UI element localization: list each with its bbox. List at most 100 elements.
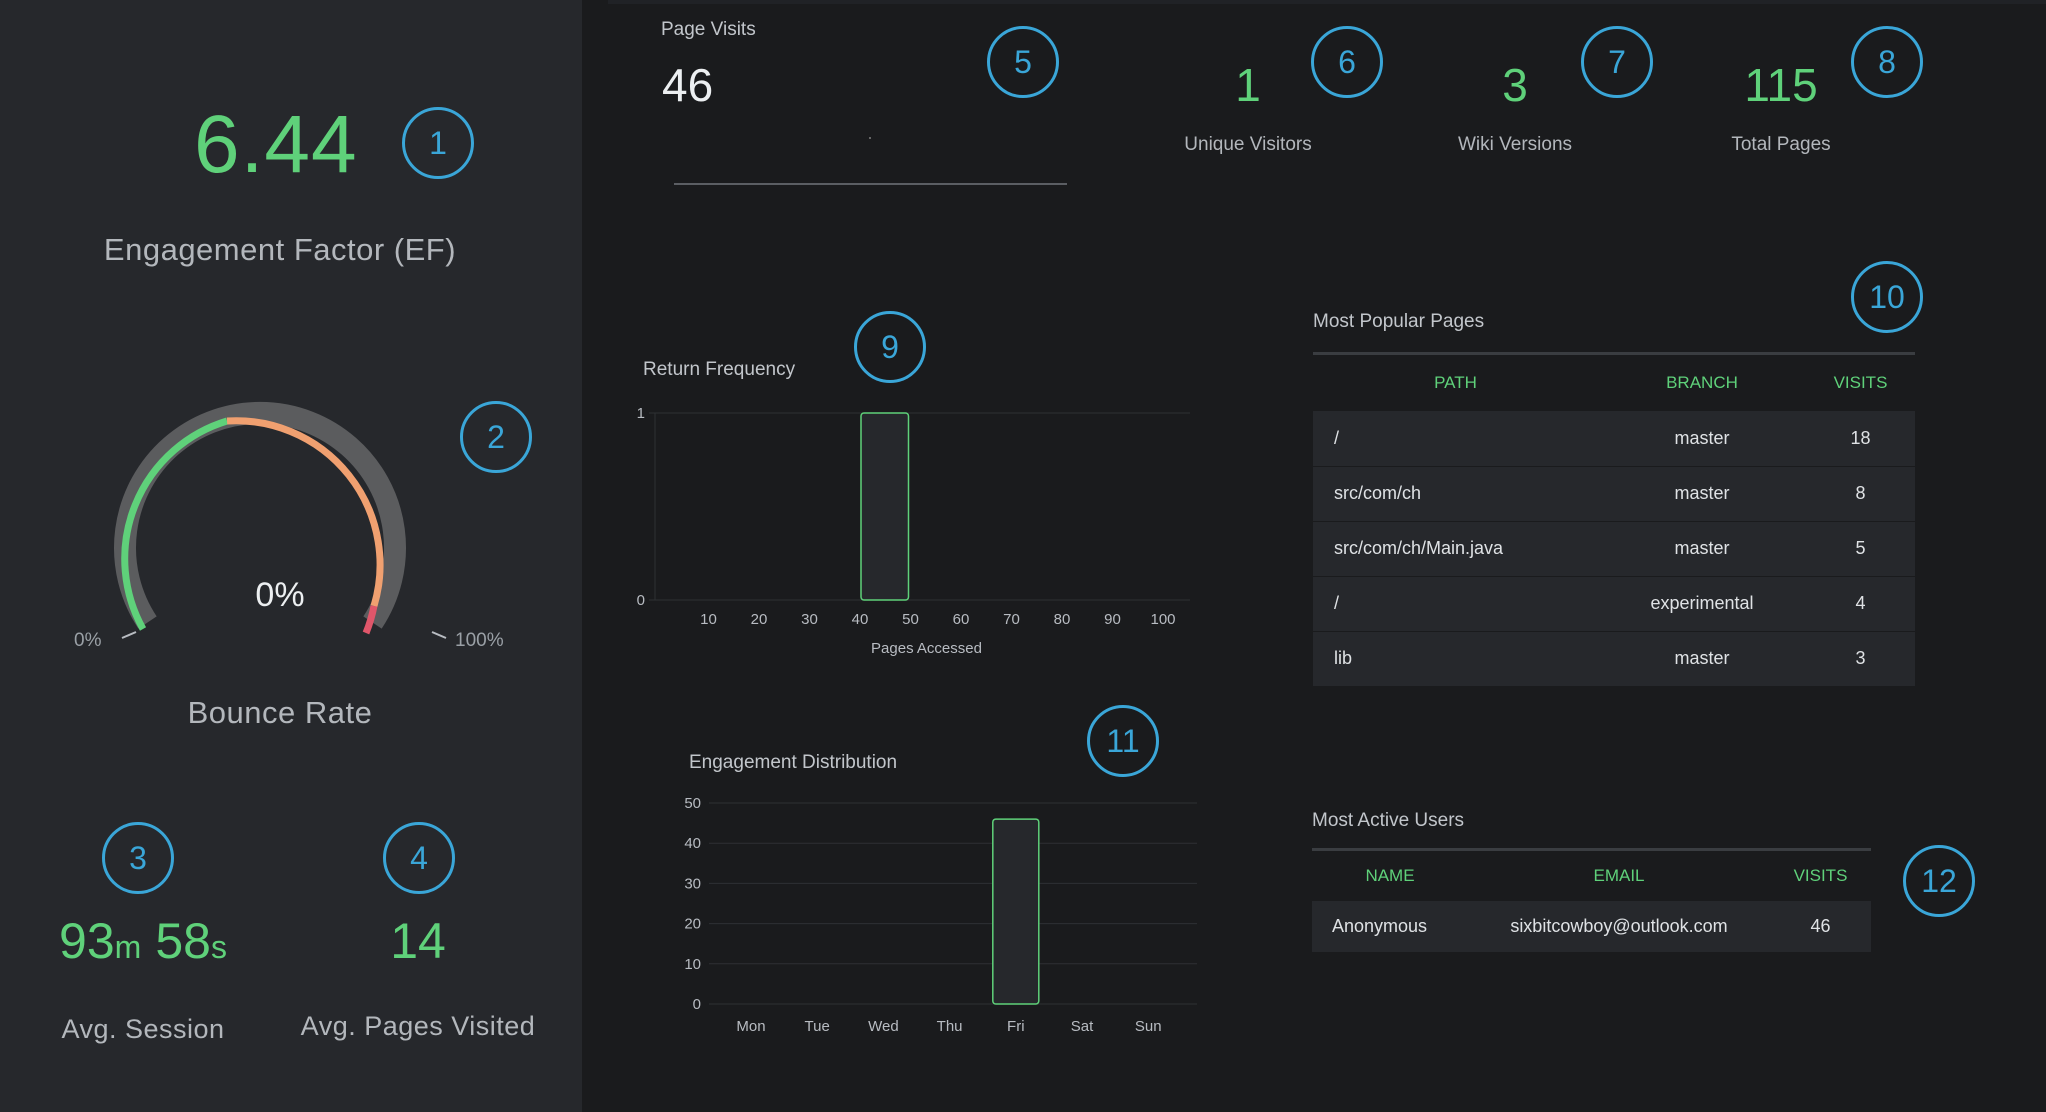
y-tick-label: 10 [684, 956, 701, 973]
total-pages-value: 115 [1744, 59, 1818, 111]
branch-cell: master [1598, 521, 1806, 577]
table-row[interactable]: / experimental 4 [1313, 576, 1915, 632]
y-tick-label: 0 [637, 592, 645, 609]
marker-8: 8 [1851, 26, 1923, 98]
gauge-max-tick [431, 631, 447, 639]
marker-6: 6 [1311, 26, 1383, 98]
x-tick-label: Fri [1007, 1018, 1025, 1035]
return-frequency-chart: 0 1 10 20 30 40 50 60 70 80 90 100 Pages Accessed [637, 405, 1190, 657]
popular-pages-header-row: PATH BRANCH VISITS [1313, 355, 1915, 411]
popular-pages-table: PATH BRANCH VISITS / master 18 src/com/ch ma… [1313, 355, 1915, 687]
y-tick-label: 20 [684, 916, 701, 933]
marker-11: 11 [1087, 705, 1159, 777]
avg-session-value: 93m 58s [30, 912, 256, 970]
active-users-header-row: NAME EMAIL VISITS [1312, 851, 1871, 901]
gauge-min-tick [121, 631, 137, 639]
path-cell[interactable]: src/com/ch/Main.java [1313, 521, 1598, 577]
unique-visitors-label: Unique Visitors [1184, 134, 1312, 155]
wiki-versions-label: Wiki Versions [1457, 134, 1573, 155]
branch-cell: master [1598, 411, 1806, 467]
x-tick-label: 50 [902, 611, 919, 628]
gauge-min-label: 0% [74, 630, 102, 651]
visits-cell: 18 [1806, 411, 1915, 467]
engagement-distribution-title: Engagement Distribution [689, 752, 898, 773]
gauge-red-segment [362, 605, 378, 635]
page-visits-sparkline-axis [674, 183, 1067, 185]
x-tick-label: 100 [1150, 611, 1175, 628]
popular-pages-divider [1313, 352, 1915, 355]
engagement-factor-label: Engagement Factor (EF) [103, 232, 457, 267]
visits-cell: 8 [1806, 466, 1915, 522]
path-cell[interactable]: / [1313, 576, 1598, 632]
marker-4: 4 [383, 822, 455, 894]
x-tick-label: 10 [700, 611, 717, 628]
page-visits-label: Page Visits [661, 19, 756, 40]
y-tick-label: 40 [684, 835, 701, 852]
avg-pages-label: Avg. Pages Visited [300, 1011, 536, 1041]
bounce-rate-label: Bounce Rate [187, 695, 373, 730]
path-cell[interactable]: / [1313, 411, 1598, 467]
bounce-rate-gauge [114, 401, 447, 639]
user-visits-cell: 46 [1770, 901, 1871, 953]
unique-visitors-value: 1 [1235, 59, 1261, 111]
avg-pages-value: 14 [390, 913, 446, 969]
marker-10: 10 [1851, 261, 1923, 333]
y-tick-label: 1 [637, 405, 645, 422]
branch-cell: experimental [1598, 576, 1806, 632]
table-row[interactable]: src/com/ch master 8 [1313, 466, 1915, 522]
page-visits-sparkline-dot [869, 137, 871, 139]
gauge-orange-segment [226, 417, 384, 608]
marker-9: 9 [854, 311, 926, 383]
total-pages-label: Total Pages [1731, 134, 1831, 155]
x-tick-label: Mon [736, 1018, 765, 1035]
bar [992, 818, 1040, 1005]
y-tick-label: 0 [693, 996, 701, 1013]
x-tick-label: Sat [1071, 1018, 1094, 1035]
x-axis-label: Pages Accessed [871, 640, 982, 657]
column-header-name[interactable]: NAME [1365, 866, 1415, 885]
x-tick-label: Sun [1135, 1018, 1162, 1035]
summary-panel: 6.44 Engagement Factor (EF) 0% 0% 100% B… [0, 0, 582, 1112]
avg-session-label: Avg. Session [61, 1014, 225, 1044]
table-row[interactable]: src/com/ch/Main.java master 5 [1313, 521, 1915, 577]
visits-cell: 5 [1806, 521, 1915, 577]
column-header-visits[interactable]: VISITS [1833, 373, 1888, 392]
user-email-cell[interactable]: sixbitcowboy@outlook.com [1468, 901, 1770, 953]
table-row[interactable]: lib master 3 [1313, 631, 1915, 687]
column-header-path[interactable]: PATH [1434, 373, 1477, 392]
column-header-user-visits[interactable]: VISITS [1793, 866, 1848, 885]
visits-cell: 3 [1806, 631, 1915, 687]
avg-session-seconds-unit: s [210, 929, 227, 965]
x-tick-label: 60 [953, 611, 970, 628]
y-tick-label: 50 [684, 795, 701, 812]
y-tick-label: 30 [684, 875, 701, 892]
branch-cell: master [1598, 466, 1806, 522]
table-row[interactable]: / master 18 [1313, 411, 1915, 467]
table-row[interactable]: Anonymous sixbitcowboy@outlook.com 46 [1312, 901, 1871, 953]
wiki-versions-value: 3 [1502, 59, 1528, 111]
marker-3: 3 [102, 822, 174, 894]
path-cell[interactable]: src/com/ch [1313, 466, 1598, 522]
column-header-email[interactable]: EMAIL [1593, 866, 1645, 885]
branch-cell: master [1598, 631, 1806, 687]
bounce-rate-value: 0% [255, 576, 305, 614]
avg-session-minutes-unit: m [114, 929, 142, 965]
x-tick-label: Wed [868, 1018, 899, 1035]
visits-cell: 4 [1806, 576, 1915, 632]
column-header-branch[interactable]: BRANCH [1666, 373, 1738, 392]
marker-7: 7 [1581, 26, 1653, 98]
path-cell[interactable]: lib [1313, 631, 1598, 687]
marker-12: 12 [1903, 845, 1975, 917]
bar [860, 412, 910, 601]
x-tick-label: 90 [1104, 611, 1121, 628]
marker-5: 5 [987, 26, 1059, 98]
return-frequency-title: Return Frequency [643, 359, 796, 380]
x-tick-label: 20 [751, 611, 768, 628]
page-visits-value: 46 [662, 59, 714, 111]
x-tick-label: 80 [1054, 611, 1071, 628]
x-tick-label: 30 [801, 611, 818, 628]
marker-1: 1 [402, 107, 474, 179]
gauge-max-label: 100% [455, 630, 504, 651]
x-tick-label: 40 [852, 611, 869, 628]
